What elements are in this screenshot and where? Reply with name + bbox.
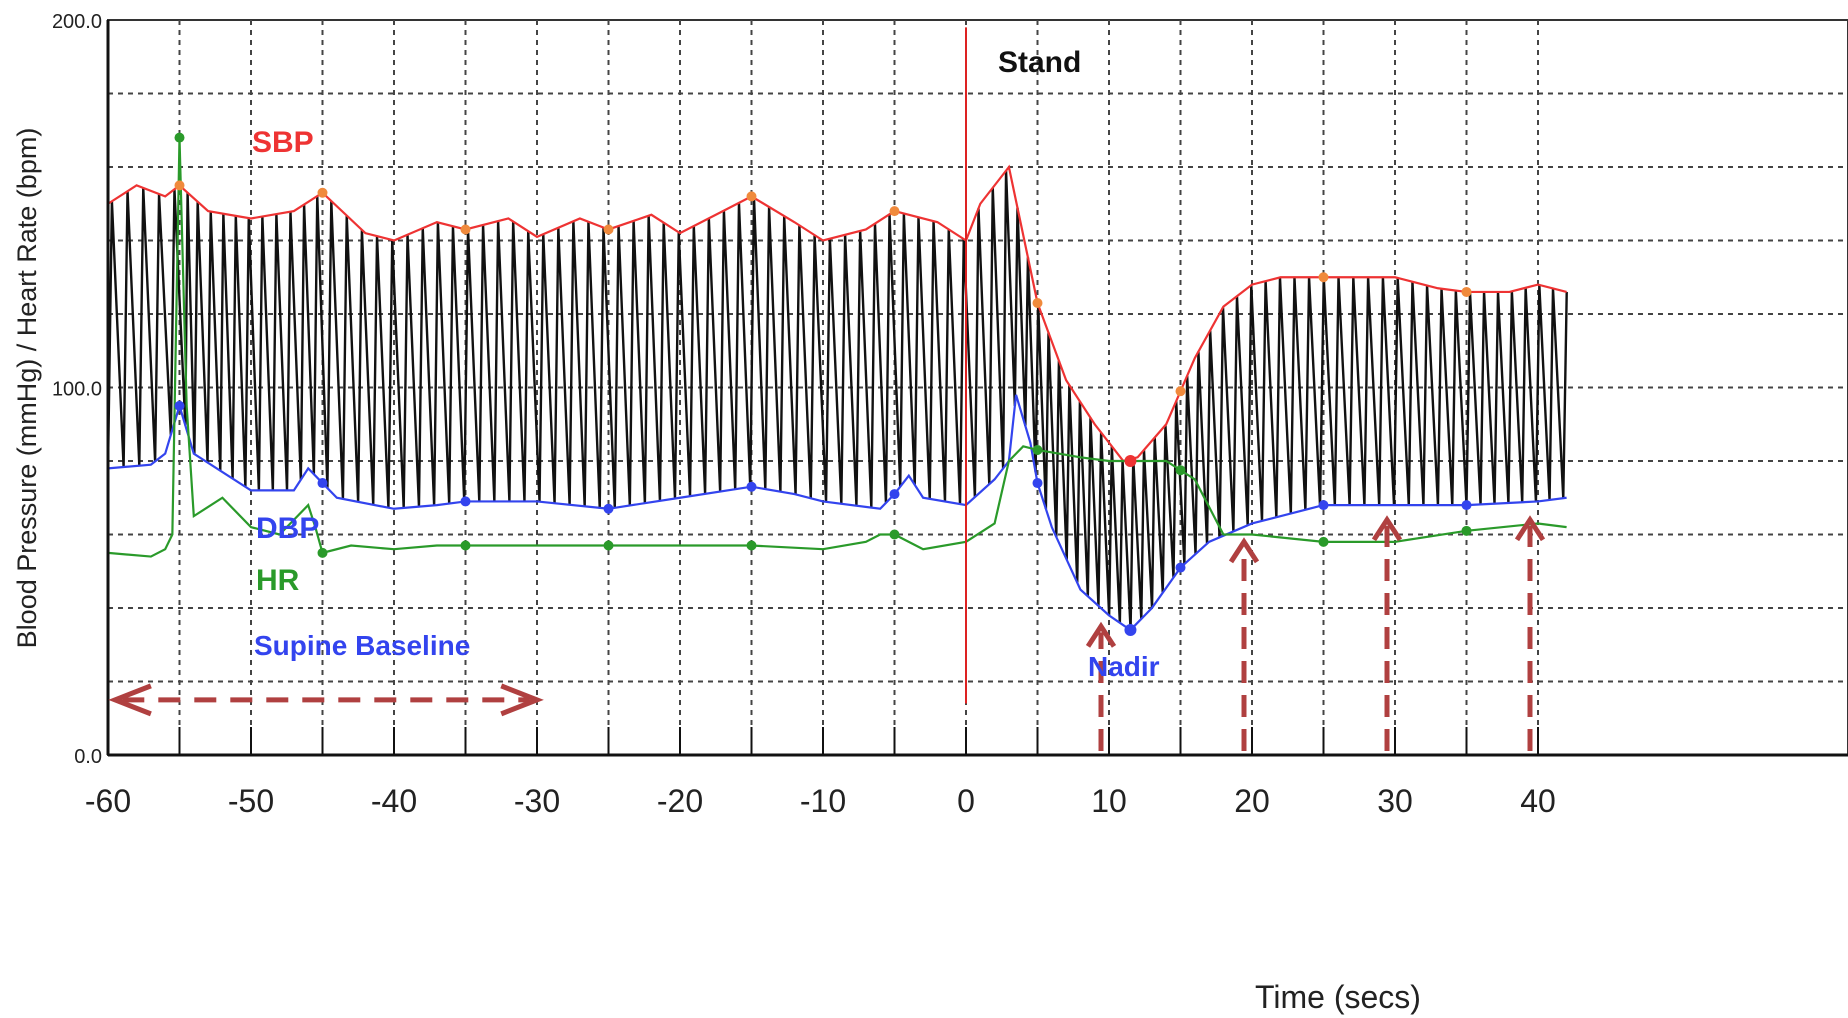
- hr-marker: [1461, 525, 1472, 536]
- bp-waveform: [108, 170, 1568, 630]
- y-tick-label: 200.0: [52, 11, 102, 33]
- x-tick-label: -20: [657, 783, 703, 819]
- sbp-annotation: SBP: [252, 126, 314, 159]
- sbp-marker: [889, 206, 900, 217]
- x-tick-label: 0: [957, 783, 975, 819]
- time-arrow-head: [1228, 537, 1260, 564]
- dbp-marker: [889, 489, 900, 500]
- dbp-marker: [1461, 500, 1472, 511]
- dbp-nadir-marker: [1124, 624, 1137, 637]
- sbp-marker: [1461, 286, 1472, 297]
- hr-marker: [174, 132, 185, 143]
- stand-annotation: Stand: [998, 46, 1081, 79]
- hr-marker: [1175, 465, 1186, 476]
- dbp-marker: [746, 481, 757, 492]
- sbp-marker: [460, 224, 471, 235]
- x-tick-label: 10: [1091, 783, 1127, 819]
- sbp-nadir-marker: [1124, 455, 1137, 467]
- hr-marker: [1032, 444, 1043, 455]
- sbp-marker: [317, 187, 328, 198]
- sbp-marker: [746, 191, 757, 202]
- dbp-marker: [460, 496, 471, 507]
- x-tick-label: -40: [371, 783, 417, 819]
- hr-marker: [603, 540, 614, 551]
- dbp-marker: [1318, 500, 1329, 511]
- hr-marker: [317, 547, 328, 558]
- y-axis-title: Blood Pressure (mmHg) / Heart Rate (bpm): [12, 128, 42, 649]
- series-line-dbp: [108, 394, 1567, 632]
- dbp-marker: [174, 400, 185, 411]
- x-tick-label: -30: [514, 783, 560, 819]
- baseline-arrow-head-right: [500, 683, 544, 717]
- sbp-marker: [174, 180, 185, 191]
- series-line-hr: [108, 137, 1567, 558]
- x-tick-label: -60: [85, 783, 131, 819]
- dbp-marker: [1032, 478, 1043, 489]
- time-arrow-head: [1085, 621, 1117, 648]
- x-tick-label: -50: [228, 783, 274, 819]
- sbp-marker: [603, 224, 614, 235]
- x-tick-label: 20: [1234, 783, 1270, 819]
- x-tick-label: 40: [1520, 783, 1556, 819]
- nadir-annotation: Nadir: [1088, 651, 1160, 682]
- x-tick-label: 30: [1377, 783, 1413, 819]
- dbp-marker: [1175, 562, 1186, 573]
- time-arrow-head: [1371, 515, 1403, 542]
- supine-baseline-annotation: Supine Baseline: [254, 630, 470, 661]
- hr-marker: [1318, 536, 1329, 547]
- y-tick-label: 0.0: [74, 746, 102, 768]
- sbp-marker: [1175, 386, 1186, 397]
- series-line-sbp: [108, 164, 1567, 463]
- dbp-marker: [317, 478, 328, 489]
- hr-marker: [460, 540, 471, 551]
- hr-annotation: HR: [256, 564, 300, 597]
- hr-marker: [889, 529, 900, 540]
- x-axis-title: Time (secs): [1255, 979, 1421, 1015]
- hr-marker: [746, 540, 757, 551]
- y-tick-label: 100.0: [52, 379, 102, 401]
- dbp-annotation: DBP: [256, 512, 319, 545]
- x-tick-label: -10: [800, 783, 846, 819]
- baseline-arrow-head-left: [108, 683, 152, 717]
- sbp-marker: [1318, 272, 1329, 283]
- sbp-marker: [1032, 297, 1043, 308]
- time-arrow-head: [1514, 515, 1546, 542]
- dbp-marker: [603, 503, 614, 514]
